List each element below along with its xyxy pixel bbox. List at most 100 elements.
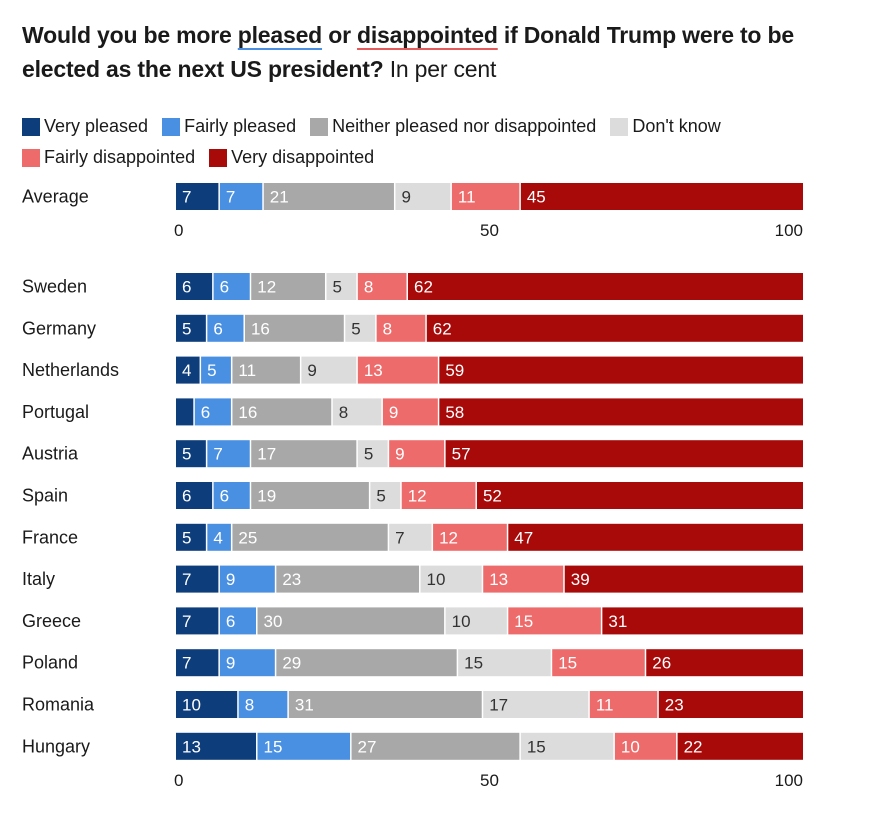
row-sweden-bar-neither-pleased-nor-disappointed xyxy=(251,273,325,300)
row-romania-value-neither-pleased-nor-disappointed: 31 xyxy=(295,696,314,715)
title-part-3: if Donald Trump were to be elected as th… xyxy=(22,22,794,82)
row-portugal-value-neither-pleased-nor-disappointed: 16 xyxy=(238,403,257,422)
row-sweden-value-fairly-disappointed: 8 xyxy=(364,278,373,297)
legend-item-neither: Neither pleased nor disappointed xyxy=(310,116,596,137)
row-poland-value-very-disappointed: 26 xyxy=(652,654,671,673)
row-romania-bar-neither-pleased-nor-disappointed xyxy=(288,691,482,718)
row-romania-bar-fairly-pleased xyxy=(238,691,288,718)
row-italy-value-very-pleased: 7 xyxy=(182,570,191,589)
row-netherlands-value-don-t-know: 9 xyxy=(307,361,316,380)
row-poland-value-fairly-pleased: 9 xyxy=(226,654,235,673)
row-poland-value-don-t-know: 15 xyxy=(464,654,483,673)
legend-label-very-disappointed: Very disappointed xyxy=(231,147,375,167)
row-greece-value-very-pleased: 7 xyxy=(182,612,191,631)
row-netherlands-value-very-pleased: 4 xyxy=(182,361,191,380)
row-italy-value-don-t-know: 10 xyxy=(427,570,446,589)
row-netherlands-bar-very-disappointed xyxy=(439,356,803,384)
row-sweden-value-don-t-know: 5 xyxy=(332,278,341,297)
row-greece-value-neither-pleased-nor-disappointed: 30 xyxy=(264,612,283,631)
row-germany-value-neither-pleased-nor-disappointed: 16 xyxy=(251,319,270,338)
row-austria-value-fairly-disappointed: 9 xyxy=(395,445,404,464)
row-portugal-value-fairly-disappointed: 9 xyxy=(389,403,398,422)
legend-label-fairly-pleased: Fairly pleased xyxy=(184,116,297,136)
row-sweden-value-neither-pleased-nor-disappointed: 12 xyxy=(257,278,276,297)
row-romania-value-fairly-disappointed: 11 xyxy=(596,696,614,715)
row-spain-label: Spain xyxy=(22,486,68,506)
row-portugal-bar-neither-pleased-nor-disappointed xyxy=(232,398,332,426)
row-spain-value-fairly-disappointed: 12 xyxy=(408,487,427,506)
row-france-bar-very-pleased xyxy=(176,523,206,551)
row-portugal-bar-fairly-pleased xyxy=(194,398,231,426)
row-france-bar-neither-pleased-nor-disappointed xyxy=(232,523,388,551)
row-germany-value-very-pleased: 5 xyxy=(182,319,191,338)
row-portugal-bar-very-disappointed xyxy=(439,398,803,426)
row-netherlands-bar-very-pleased xyxy=(176,356,200,384)
row-italy-bar-very-pleased xyxy=(176,565,219,593)
row-france-value-very-pleased: 5 xyxy=(182,528,191,547)
row-france-bar-very-disappointed xyxy=(508,523,803,551)
average-row-value-fairly-disappointed: 11 xyxy=(458,188,476,207)
row-poland-bar-fairly-pleased xyxy=(219,649,275,677)
row-romania-value-fairly-pleased: 8 xyxy=(245,696,254,715)
row-hungary-bar-neither-pleased-nor-disappointed xyxy=(351,732,520,760)
legend-label-fairly-disappointed: Fairly disappointed xyxy=(44,147,196,167)
row-netherlands-bar-don-t-know xyxy=(301,356,357,384)
average-row-label: Average xyxy=(22,187,89,207)
row-sweden-bar-fairly-pleased xyxy=(213,273,250,300)
average-row-bar-very-disappointed xyxy=(520,183,803,210)
row-hungary-bar-very-pleased xyxy=(176,732,257,760)
row-netherlands-label: Netherlands xyxy=(22,360,119,380)
legend-row-2: Fairly disappointed Very disappointed xyxy=(22,142,862,173)
row-romania-bar-very-disappointed xyxy=(658,691,803,718)
average-row-value-neither-pleased-nor-disappointed: 21 xyxy=(270,188,289,207)
row-sweden-label: Sweden xyxy=(22,277,87,297)
row-austria-bar-fairly-disappointed xyxy=(389,440,445,468)
row-italy-bar-very-disappointed xyxy=(564,565,803,593)
row-greece-bar-very-disappointed xyxy=(602,607,803,635)
legend-row-1: Very pleased Fairly pleased Neither plea… xyxy=(22,111,862,142)
row-germany-value-fairly-pleased: 6 xyxy=(213,319,222,338)
row-italy-value-very-disappointed: 39 xyxy=(571,570,590,589)
legend-item-fairly-disappointed: Fairly disappointed xyxy=(22,147,195,168)
row-italy-value-fairly-pleased: 9 xyxy=(226,570,235,589)
row-poland-label: Poland xyxy=(22,653,78,673)
row-austria-value-fairly-pleased: 7 xyxy=(213,445,222,464)
title-part-1: Would you be more xyxy=(22,22,238,48)
row-spain-value-very-disappointed: 52 xyxy=(483,487,502,506)
row-austria-value-don-t-know: 5 xyxy=(364,445,373,464)
row-hungary-value-very-pleased: 13 xyxy=(182,737,201,756)
row-portugal-value-don-t-know: 8 xyxy=(339,403,348,422)
row-hungary-value-very-disappointed: 22 xyxy=(684,737,703,756)
row-hungary-bar-very-disappointed xyxy=(677,732,803,760)
row-france-value-don-t-know: 7 xyxy=(395,528,404,547)
row-germany-bar-fairly-disappointed xyxy=(376,314,426,342)
row-france-value-fairly-pleased: 4 xyxy=(213,528,222,547)
row-sweden-bar-very-disappointed xyxy=(407,273,803,300)
row-spain-bar-very-disappointed xyxy=(476,482,803,509)
row-portugal-bar-fairly-disappointed xyxy=(382,398,438,426)
x-axis-top-tick-0: 0 xyxy=(174,221,183,240)
row-greece-value-fairly-pleased: 6 xyxy=(226,612,235,631)
row-france-value-very-disappointed: 47 xyxy=(514,528,533,547)
row-hungary-value-fairly-disappointed: 10 xyxy=(621,737,640,756)
row-poland-bar-don-t-know xyxy=(458,649,551,677)
row-poland-bar-neither-pleased-nor-disappointed xyxy=(276,649,457,677)
row-germany-bar-don-t-know xyxy=(345,314,376,342)
row-spain-bar-neither-pleased-nor-disappointed xyxy=(251,482,369,509)
row-spain-bar-fairly-disappointed xyxy=(401,482,476,509)
row-romania-label: Romania xyxy=(22,695,95,715)
row-spain-bar-fairly-pleased xyxy=(213,482,250,509)
row-greece-bar-very-pleased xyxy=(176,607,219,635)
legend-item-dont-know: Don't know xyxy=(610,116,721,137)
row-hungary-value-neither-pleased-nor-disappointed: 27 xyxy=(358,737,377,756)
row-germany-bar-neither-pleased-nor-disappointed xyxy=(244,314,344,342)
row-greece-bar-fairly-disappointed xyxy=(508,607,601,635)
average-row-bar-fairly-pleased xyxy=(219,183,263,210)
average-row-bar-fairly-disappointed xyxy=(451,183,520,210)
row-italy-bar-don-t-know xyxy=(420,565,482,593)
row-portugal-label: Portugal xyxy=(22,402,89,422)
title-disappointed: disappointed xyxy=(357,22,498,48)
average-row-value-don-t-know: 9 xyxy=(401,188,410,207)
row-italy-value-fairly-disappointed: 13 xyxy=(489,570,508,589)
